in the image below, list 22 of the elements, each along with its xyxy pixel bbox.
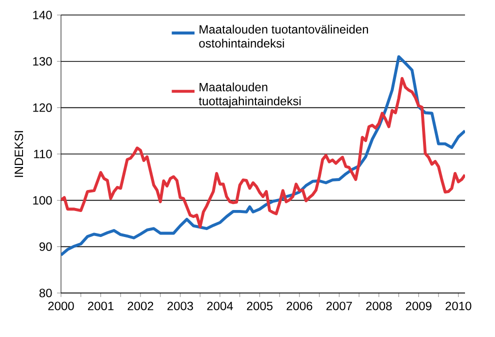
y-tick-label: 120 [33, 103, 52, 112]
y-tick-label: 110 [34, 150, 52, 158]
x-tick-label: 2005 [246, 302, 273, 310]
y-tick-label: 80 [39, 288, 52, 298]
y-tick-label: 130 [33, 57, 52, 66]
x-tick-label: 2000 [48, 302, 74, 310]
x-tick-label: 2010 [446, 302, 472, 310]
line-series [61, 77, 466, 228]
y-axis-title: INDEKSI [14, 131, 24, 177]
y-tick-label: 140 [33, 10, 52, 20]
x-tick-label: 2004 [207, 302, 233, 310]
x-tick-label: 2006 [286, 302, 312, 310]
x-tick-label: 2003 [167, 302, 194, 310]
y-tick-label: 100 [33, 196, 52, 205]
x-tick-label: 2002 [128, 302, 154, 310]
x-tick-label: 2007 [326, 302, 352, 310]
legend-label: Maatalouden tuotantovälineiden ostohintaindeksi [199, 24, 368, 48]
x-tick-label: 2008 [366, 302, 392, 310]
x-tick-label: 2009 [406, 302, 432, 310]
legend-label: Maatalouden tuottajahintaindeksi [198, 82, 301, 108]
x-tick-label: 2001 [88, 302, 114, 310]
y-tick-label: 90 [40, 242, 52, 251]
